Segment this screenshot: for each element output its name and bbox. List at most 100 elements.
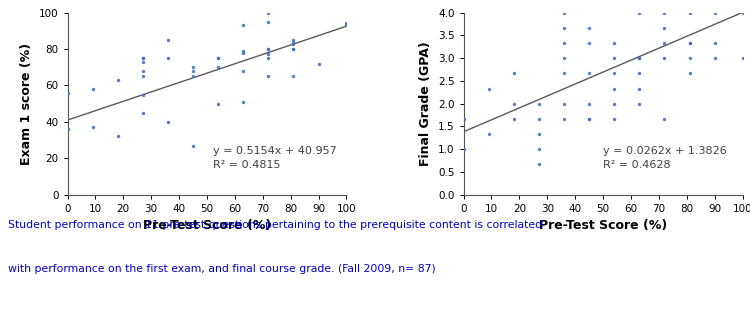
- Point: [533, 162, 545, 167]
- Point: [62, 90, 74, 95]
- Point: [558, 41, 570, 46]
- Point: [458, 147, 470, 152]
- Point: [709, 10, 721, 15]
- Point: [608, 71, 620, 76]
- Point: [533, 132, 545, 137]
- Point: [86, 87, 98, 92]
- Point: [608, 56, 620, 61]
- Point: [583, 116, 595, 121]
- Point: [262, 74, 274, 79]
- Point: [608, 86, 620, 91]
- Point: [162, 37, 174, 42]
- Text: with performance on the first exam, and final course grade. (Fall 2009, n= 87): with performance on the first exam, and …: [8, 264, 435, 274]
- Point: [709, 41, 721, 46]
- Point: [508, 101, 520, 106]
- Point: [212, 101, 224, 106]
- Point: [658, 116, 670, 121]
- Point: [112, 78, 124, 83]
- Y-axis label: Final Grade (GPA): Final Grade (GPA): [419, 41, 432, 166]
- Point: [262, 56, 274, 61]
- Point: [162, 119, 174, 124]
- Point: [508, 116, 520, 121]
- Point: [736, 56, 748, 61]
- Point: [583, 101, 595, 106]
- Point: [237, 68, 249, 73]
- Point: [483, 132, 495, 137]
- Point: [187, 68, 199, 73]
- Point: [736, 10, 748, 15]
- X-axis label: Pre-Test Score (%): Pre-Test Score (%): [142, 219, 271, 232]
- Point: [533, 116, 545, 121]
- Point: [187, 74, 199, 79]
- Point: [608, 101, 620, 106]
- Point: [212, 56, 224, 61]
- Point: [583, 116, 595, 121]
- Point: [212, 56, 224, 61]
- Point: [313, 61, 325, 66]
- Point: [633, 101, 645, 106]
- Point: [287, 74, 299, 79]
- Text: y = 0.5154x + 40.957
R² = 0.4815: y = 0.5154x + 40.957 R² = 0.4815: [212, 146, 336, 170]
- Point: [658, 56, 670, 61]
- Point: [262, 10, 274, 15]
- Point: [508, 71, 520, 76]
- Point: [658, 25, 670, 30]
- Point: [187, 65, 199, 70]
- Point: [136, 56, 148, 61]
- Point: [608, 116, 620, 121]
- Point: [683, 41, 695, 46]
- Point: [558, 116, 570, 121]
- Point: [633, 56, 645, 61]
- Point: [483, 86, 495, 91]
- Point: [62, 127, 74, 132]
- Point: [136, 74, 148, 79]
- Point: [340, 21, 352, 26]
- Point: [237, 48, 249, 53]
- Point: [583, 71, 595, 76]
- Point: [558, 101, 570, 106]
- Point: [533, 101, 545, 106]
- Y-axis label: Exam 1 score (%): Exam 1 score (%): [20, 43, 33, 165]
- Point: [633, 71, 645, 76]
- Point: [237, 50, 249, 55]
- Point: [558, 71, 570, 76]
- Point: [162, 56, 174, 61]
- Point: [458, 116, 470, 121]
- Point: [287, 46, 299, 51]
- Point: [683, 71, 695, 76]
- Point: [187, 143, 199, 148]
- Point: [262, 19, 274, 24]
- Point: [262, 46, 274, 51]
- Point: [262, 46, 274, 51]
- Point: [583, 25, 595, 30]
- Point: [583, 41, 595, 46]
- Point: [136, 110, 148, 115]
- Point: [136, 56, 148, 61]
- Point: [136, 59, 148, 64]
- Point: [287, 37, 299, 42]
- Point: [709, 56, 721, 61]
- X-axis label: Pre-Test Score (%): Pre-Test Score (%): [539, 219, 668, 232]
- Point: [237, 23, 249, 28]
- Point: [658, 10, 670, 15]
- Point: [558, 56, 570, 61]
- Point: [683, 10, 695, 15]
- Point: [112, 134, 124, 139]
- Point: [533, 147, 545, 152]
- Point: [262, 52, 274, 57]
- Point: [558, 25, 570, 30]
- Point: [340, 23, 352, 28]
- Point: [608, 41, 620, 46]
- Point: [136, 68, 148, 73]
- Point: [633, 56, 645, 61]
- Point: [683, 56, 695, 61]
- Point: [633, 86, 645, 91]
- Point: [287, 39, 299, 44]
- Text: y = 0.0262x + 1.3826
R² = 0.4628: y = 0.0262x + 1.3826 R² = 0.4628: [603, 146, 727, 170]
- Point: [558, 10, 570, 15]
- Point: [86, 125, 98, 130]
- Point: [658, 41, 670, 46]
- Point: [212, 65, 224, 70]
- Text: Student performance on 11 pre-test questions pertaining to the prerequisite cont: Student performance on 11 pre-test quest…: [8, 220, 542, 230]
- Point: [287, 46, 299, 51]
